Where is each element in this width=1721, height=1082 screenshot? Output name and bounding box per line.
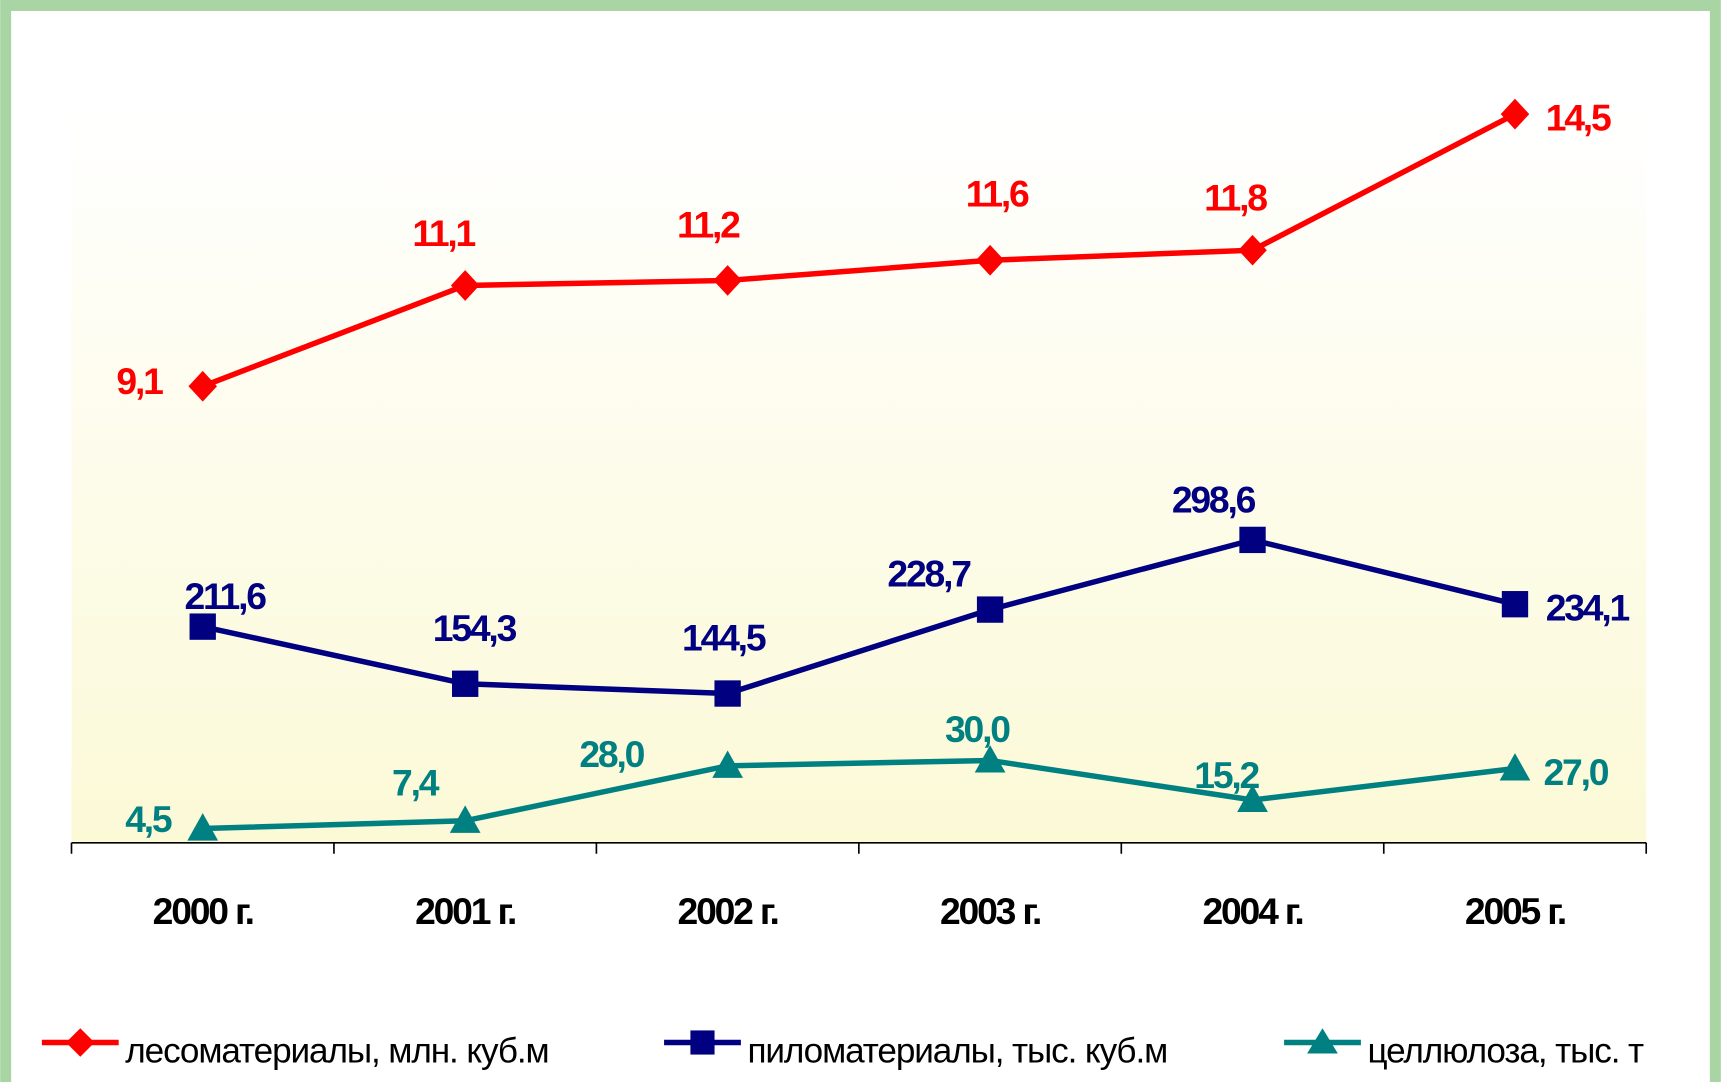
data-label: 11,6: [966, 172, 1029, 214]
marker: [1237, 784, 1268, 813]
plot-area: [71, 109, 1647, 843]
data-label: 30,0: [945, 708, 1010, 750]
data-label: 14,5: [1546, 97, 1611, 139]
data-label: 211,6: [185, 575, 267, 617]
legend-label: пиломатериалы, тыс. куб.м: [747, 1032, 1167, 1071]
marker: [714, 680, 741, 707]
data-label: 228,7: [887, 553, 971, 595]
data-label: 11,8: [1204, 177, 1267, 219]
series-line: [201, 111, 1517, 389]
marker: [449, 805, 481, 833]
data-label: 298,6: [1172, 478, 1256, 520]
data-label: 234,1: [1546, 587, 1630, 629]
legend-label: лесоматериалы, млн. куб.м: [125, 1032, 548, 1071]
marker: [1238, 234, 1267, 266]
marker: [712, 750, 743, 778]
marker: [452, 670, 479, 697]
series-line: [202, 537, 1516, 697]
data-label: 9,1: [116, 360, 163, 402]
x-tick-label: 2004 г.: [1202, 890, 1302, 932]
marker: [1499, 753, 1531, 781]
data-label: 144,5: [682, 617, 766, 659]
legend-marker: [690, 1030, 715, 1055]
data-label: 11,1: [412, 212, 475, 254]
marker: [450, 270, 480, 301]
x-tick-label: 2000 г.: [153, 890, 253, 932]
data-label: 7,4: [392, 762, 440, 804]
data-label: 27,0: [1544, 751, 1609, 793]
x-tick-label: 2001 г.: [415, 890, 515, 932]
data-label: 4,5: [125, 798, 172, 840]
marker: [1501, 591, 1529, 618]
data-label: 11,2: [677, 204, 740, 246]
x-tick-label: 2002 г.: [678, 890, 778, 932]
data-label: 28,0: [579, 733, 644, 775]
marker: [189, 613, 216, 640]
data-label: 154,3: [433, 607, 517, 649]
marker: [1500, 98, 1530, 130]
marker: [187, 813, 219, 841]
x-tick-label: 2005 г.: [1465, 890, 1565, 932]
legend-marker: [1307, 1028, 1338, 1054]
x-tick-label: 2003 г.: [940, 890, 1040, 932]
legend-label: целлюлоза, тыс. т: [1367, 1032, 1644, 1071]
marker: [975, 244, 1005, 276]
marker: [188, 370, 217, 402]
marker: [976, 596, 1004, 623]
series-line: [202, 757, 1516, 832]
marker: [974, 745, 1006, 773]
data-label: 15,2: [1194, 754, 1259, 796]
marker: [1239, 526, 1266, 554]
